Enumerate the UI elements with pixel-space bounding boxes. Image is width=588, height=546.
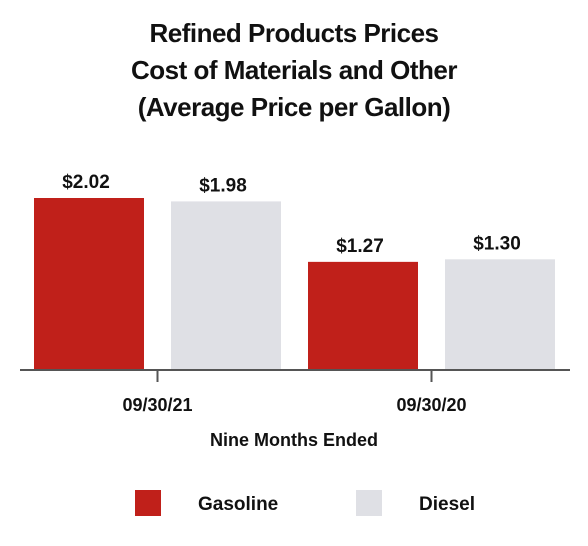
- chart-title-line-2: Cost of Materials and Other: [131, 55, 457, 85]
- chart-title-line-3: (Average Price per Gallon): [138, 92, 451, 122]
- chart-title: Refined Products Prices Cost of Material…: [131, 18, 458, 122]
- x-axis-title: Nine Months Ended: [210, 430, 378, 450]
- bar-gasoline-09-30-21: [34, 198, 144, 370]
- x-axis-ticks: [156, 370, 433, 382]
- bar-gasoline-09-30-20: [308, 261, 418, 370]
- value-label-gasoline-09-30-20: $1.27: [336, 236, 384, 257]
- value-labels: $2.02 $1.98 $1.27 $1.30: [62, 172, 521, 257]
- value-label-gasoline-09-30-21: $2.02: [62, 172, 110, 193]
- x-axis-tick-label-09-30-21: 09/30/21: [122, 395, 192, 415]
- bar-diesel-09-30-20: [445, 259, 555, 370]
- legend: Gasoline Diesel: [135, 490, 475, 516]
- chart-title-line-1: Refined Products Prices: [149, 18, 438, 48]
- legend-label-diesel: Diesel: [419, 494, 475, 515]
- legend-swatch-diesel: [356, 490, 382, 516]
- x-axis-tick-label-09-30-20: 09/30/20: [396, 395, 466, 415]
- value-label-diesel-09-30-21: $1.98: [199, 175, 247, 196]
- x-axis-tick-labels: 09/30/21 09/30/20: [122, 395, 466, 415]
- legend-label-gasoline: Gasoline: [198, 494, 278, 515]
- bars: [34, 198, 555, 370]
- value-label-diesel-09-30-20: $1.30: [473, 233, 521, 254]
- legend-swatch-gasoline: [135, 490, 161, 516]
- bar-diesel-09-30-21: [171, 201, 281, 370]
